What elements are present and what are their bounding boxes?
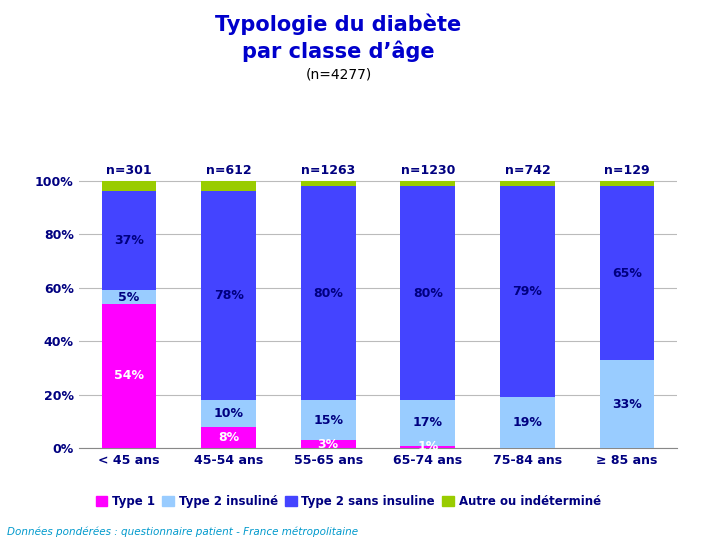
Bar bbox=[102, 304, 156, 448]
Text: n=742: n=742 bbox=[505, 164, 550, 177]
Bar bbox=[102, 192, 156, 291]
Bar bbox=[500, 181, 555, 186]
Text: 8%: 8% bbox=[218, 431, 239, 444]
Text: n=1230: n=1230 bbox=[400, 164, 455, 177]
Text: n=301: n=301 bbox=[106, 164, 152, 177]
Bar bbox=[600, 181, 654, 186]
Bar bbox=[400, 181, 455, 186]
Text: 17%: 17% bbox=[413, 416, 443, 429]
Text: Typologie du diabète: Typologie du diabète bbox=[215, 14, 462, 35]
Text: par classe d’âge: par classe d’âge bbox=[242, 40, 435, 62]
Text: n=129: n=129 bbox=[604, 164, 650, 177]
Bar bbox=[600, 360, 654, 448]
Bar bbox=[500, 397, 555, 448]
Text: n=612: n=612 bbox=[206, 164, 251, 177]
Text: n=1263: n=1263 bbox=[301, 164, 356, 177]
Bar bbox=[201, 400, 256, 427]
Bar bbox=[301, 186, 356, 400]
Legend: Type 1, Type 2 insuliné, Type 2 sans insuline, Autre ou indéterminé: Type 1, Type 2 insuliné, Type 2 sans ins… bbox=[91, 491, 606, 513]
Text: 3%: 3% bbox=[318, 438, 339, 451]
Text: 65%: 65% bbox=[612, 267, 642, 280]
Text: 19%: 19% bbox=[513, 416, 542, 429]
Bar bbox=[400, 446, 455, 448]
Text: 1%: 1% bbox=[417, 440, 438, 454]
Text: 54%: 54% bbox=[114, 369, 144, 382]
Text: 78%: 78% bbox=[214, 289, 243, 302]
Text: 33%: 33% bbox=[612, 397, 642, 410]
Text: 79%: 79% bbox=[513, 285, 542, 298]
Text: 80%: 80% bbox=[413, 287, 443, 300]
Bar bbox=[400, 400, 455, 445]
Bar bbox=[600, 186, 654, 360]
Text: 37%: 37% bbox=[114, 234, 144, 247]
Text: (n=4277): (n=4277) bbox=[305, 68, 372, 82]
Bar bbox=[400, 186, 455, 400]
Bar bbox=[102, 181, 156, 192]
Bar bbox=[500, 186, 555, 397]
Text: 80%: 80% bbox=[313, 287, 343, 300]
Bar bbox=[201, 181, 256, 192]
Bar bbox=[301, 181, 356, 186]
Bar bbox=[301, 400, 356, 440]
Text: 10%: 10% bbox=[214, 407, 243, 420]
Bar bbox=[301, 440, 356, 448]
Text: 5%: 5% bbox=[118, 291, 140, 303]
Text: Données pondérées : questionnaire patient - France métropolitaine: Données pondérées : questionnaire patien… bbox=[7, 527, 359, 537]
Bar bbox=[102, 291, 156, 304]
Bar bbox=[201, 427, 256, 448]
Bar bbox=[201, 192, 256, 400]
Text: 15%: 15% bbox=[313, 414, 343, 427]
